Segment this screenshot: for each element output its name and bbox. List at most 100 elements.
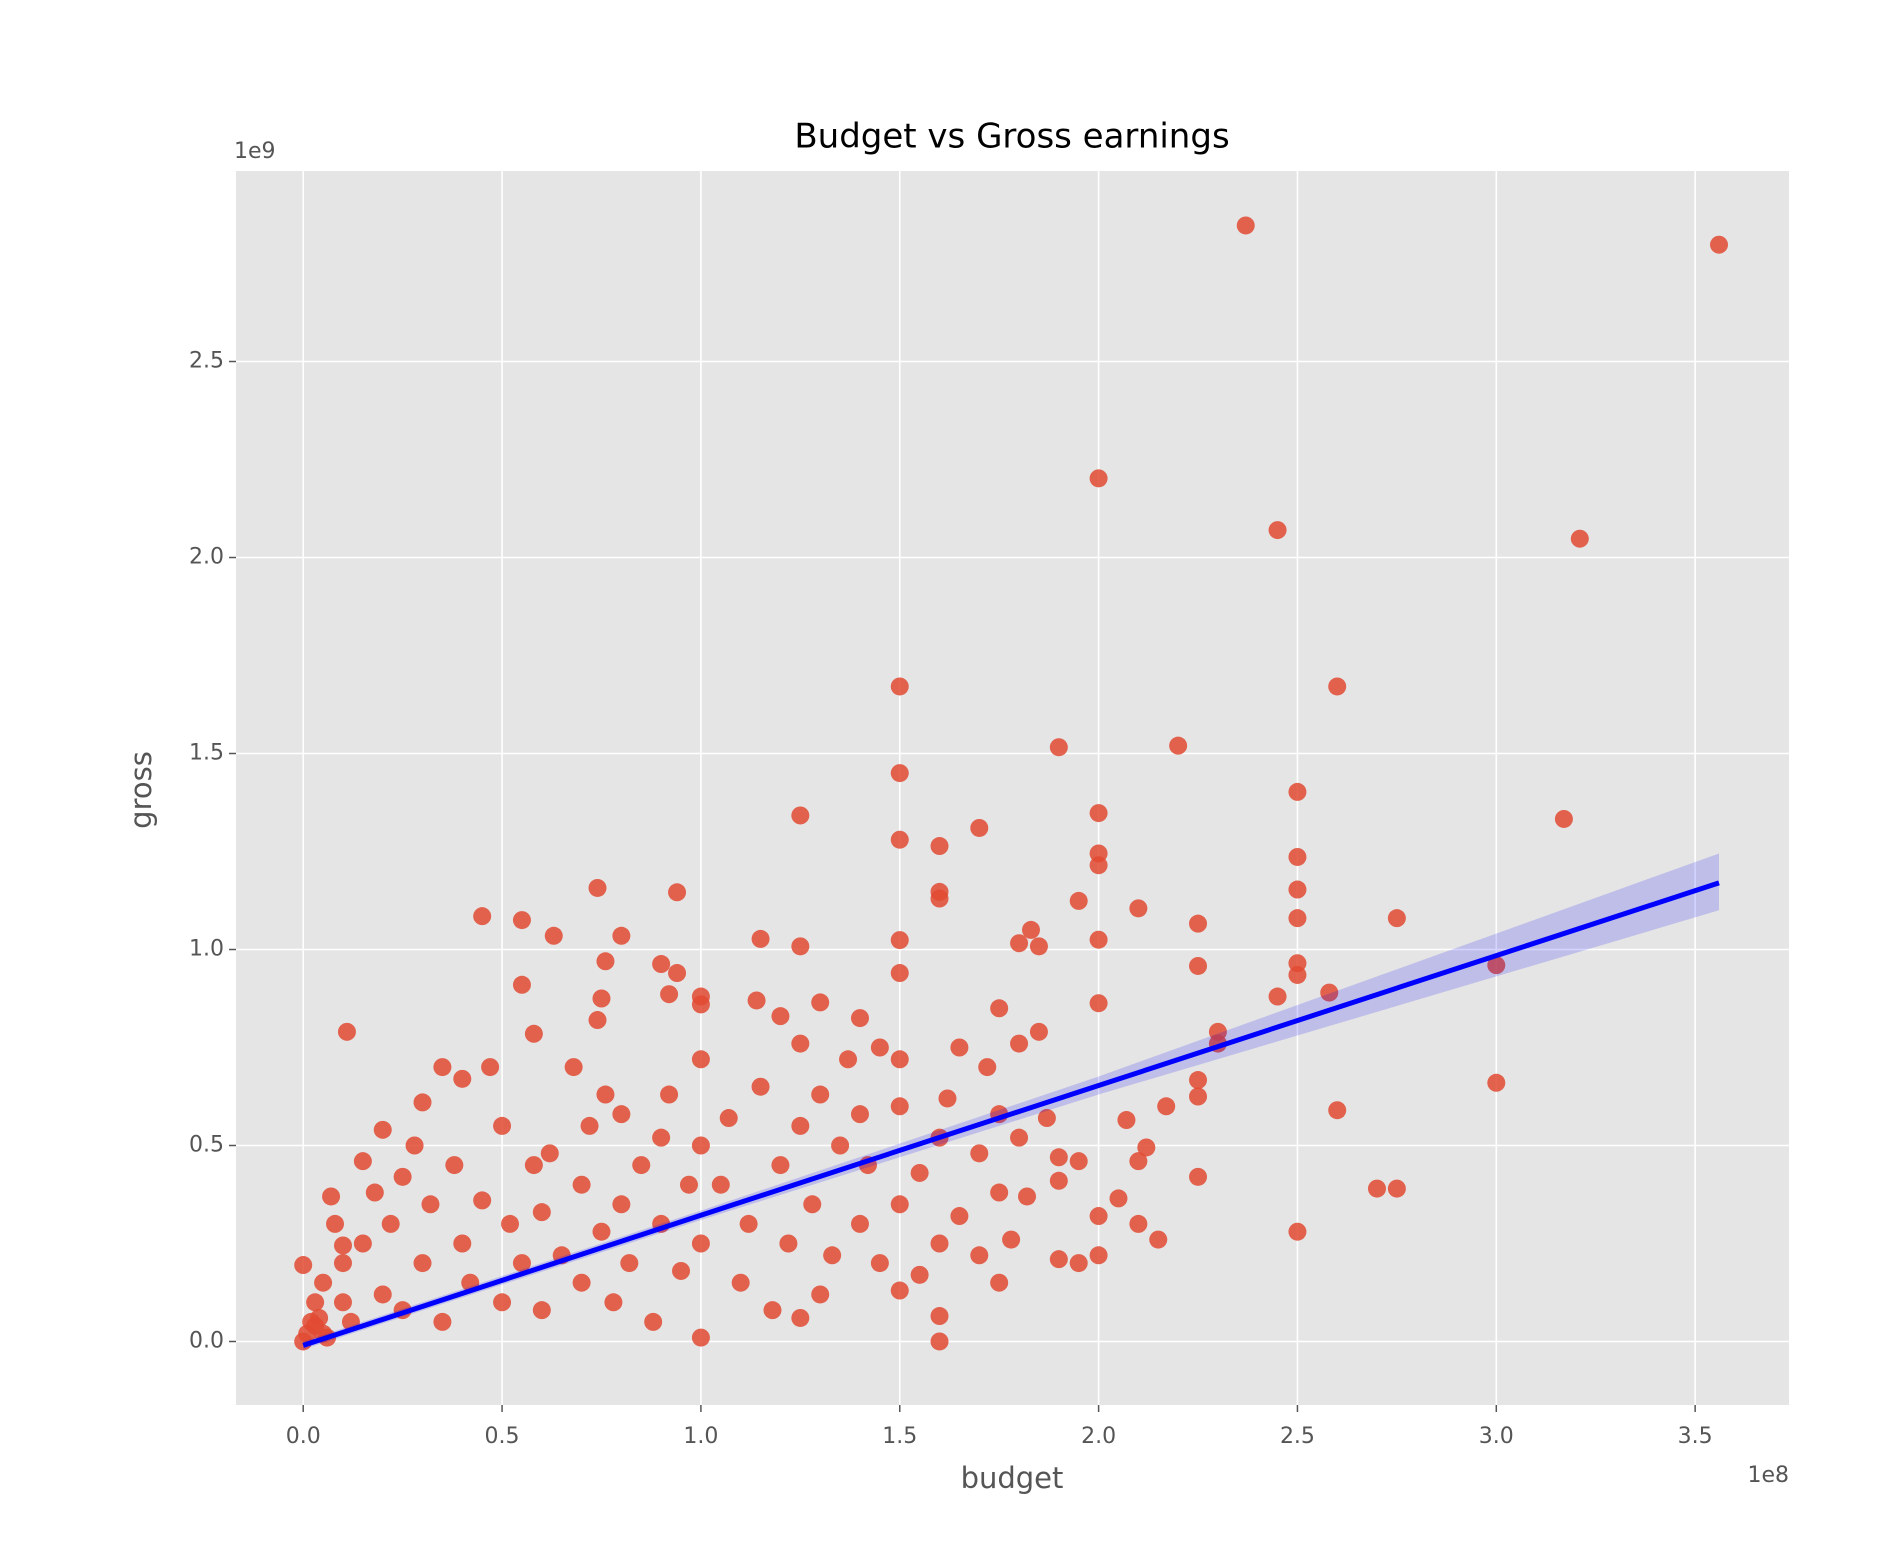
data-point	[413, 1254, 432, 1273]
data-point	[1710, 235, 1729, 254]
data-point	[405, 1136, 424, 1155]
data-point	[1069, 891, 1088, 910]
data-point	[751, 929, 770, 948]
data-point	[1129, 1214, 1148, 1233]
data-point	[322, 1187, 341, 1206]
data-point	[1367, 1179, 1386, 1198]
data-point	[1288, 847, 1307, 866]
data-point	[1236, 216, 1255, 235]
data-point	[970, 818, 989, 837]
data-point	[711, 1175, 730, 1194]
data-point	[870, 1038, 889, 1057]
data-point	[930, 1234, 949, 1253]
data-point	[445, 1156, 464, 1175]
data-point	[326, 1214, 345, 1233]
data-point	[1089, 1207, 1108, 1226]
data-point	[1189, 1167, 1208, 1186]
data-point	[588, 1011, 607, 1030]
data-point	[890, 1195, 909, 1214]
data-point	[751, 1077, 770, 1096]
data-point	[652, 1128, 671, 1147]
data-point	[739, 1214, 758, 1233]
y-tick-label: 1.5	[189, 741, 224, 766]
data-point	[453, 1234, 472, 1253]
data-point	[1288, 1222, 1307, 1241]
data-point	[691, 1136, 710, 1155]
data-point	[1189, 914, 1208, 933]
data-point	[1137, 1138, 1156, 1157]
data-point	[850, 1105, 869, 1124]
data-point	[831, 1136, 850, 1155]
data-point	[1029, 1022, 1048, 1041]
data-point	[1320, 983, 1339, 1002]
data-point	[803, 1195, 822, 1214]
data-point	[652, 955, 671, 974]
data-point	[524, 1156, 543, 1175]
data-point	[353, 1152, 372, 1171]
data-point	[1049, 738, 1068, 757]
data-point	[691, 1328, 710, 1347]
data-point	[433, 1312, 452, 1331]
data-point	[731, 1273, 750, 1292]
data-point	[990, 1183, 1009, 1202]
data-point	[950, 1207, 969, 1226]
data-point	[524, 1024, 543, 1043]
data-point	[1010, 934, 1029, 953]
data-point	[314, 1273, 333, 1292]
data-point	[791, 937, 810, 956]
data-point	[1129, 1152, 1148, 1171]
data-point	[596, 952, 615, 971]
data-point	[771, 1156, 790, 1175]
data-point	[910, 1265, 929, 1284]
data-point	[890, 830, 909, 849]
data-point	[604, 1293, 623, 1312]
data-point	[592, 989, 611, 1008]
data-point	[791, 1034, 810, 1053]
data-point	[1010, 1128, 1029, 1147]
data-point	[333, 1293, 352, 1312]
data-point	[1021, 920, 1040, 939]
data-point	[572, 1175, 591, 1194]
data-point	[612, 1195, 631, 1214]
data-point	[1069, 1254, 1088, 1273]
data-point	[612, 1105, 631, 1124]
data-point	[1487, 1073, 1506, 1092]
data-point	[473, 907, 492, 926]
data-point	[373, 1120, 392, 1139]
data-point	[1037, 1109, 1056, 1128]
y-tick-label: 0.0	[189, 1328, 224, 1353]
data-point	[433, 1058, 452, 1077]
data-point	[791, 806, 810, 825]
data-point	[811, 993, 830, 1012]
data-point	[1189, 1087, 1208, 1106]
confidence-band	[303, 853, 1720, 1350]
data-point	[890, 1050, 909, 1069]
data-point	[930, 1307, 949, 1326]
y-tick-label: 0.5	[189, 1132, 224, 1157]
data-point	[612, 926, 631, 945]
data-point	[839, 1050, 858, 1069]
data-point	[580, 1116, 599, 1135]
data-point	[1189, 956, 1208, 975]
data-point	[1554, 809, 1573, 828]
data-point	[950, 1038, 969, 1057]
data-point	[501, 1214, 520, 1233]
data-point	[481, 1058, 500, 1077]
data-point	[1089, 994, 1108, 1013]
data-point	[1288, 909, 1307, 928]
data-point	[532, 1203, 551, 1222]
data-point	[333, 1254, 352, 1273]
data-point	[791, 1116, 810, 1135]
data-point	[1169, 736, 1188, 755]
data-point	[1288, 782, 1307, 801]
x-tick-label: 0.0	[286, 1424, 321, 1449]
data-point	[691, 995, 710, 1014]
data-point	[970, 1246, 989, 1265]
chart-title: Budget vs Gross earnings	[794, 117, 1229, 157]
data-point	[930, 889, 949, 908]
data-point	[823, 1246, 842, 1265]
data-point	[413, 1093, 432, 1112]
data-point	[644, 1312, 663, 1331]
data-point	[1049, 1148, 1068, 1167]
data-point	[632, 1156, 651, 1175]
